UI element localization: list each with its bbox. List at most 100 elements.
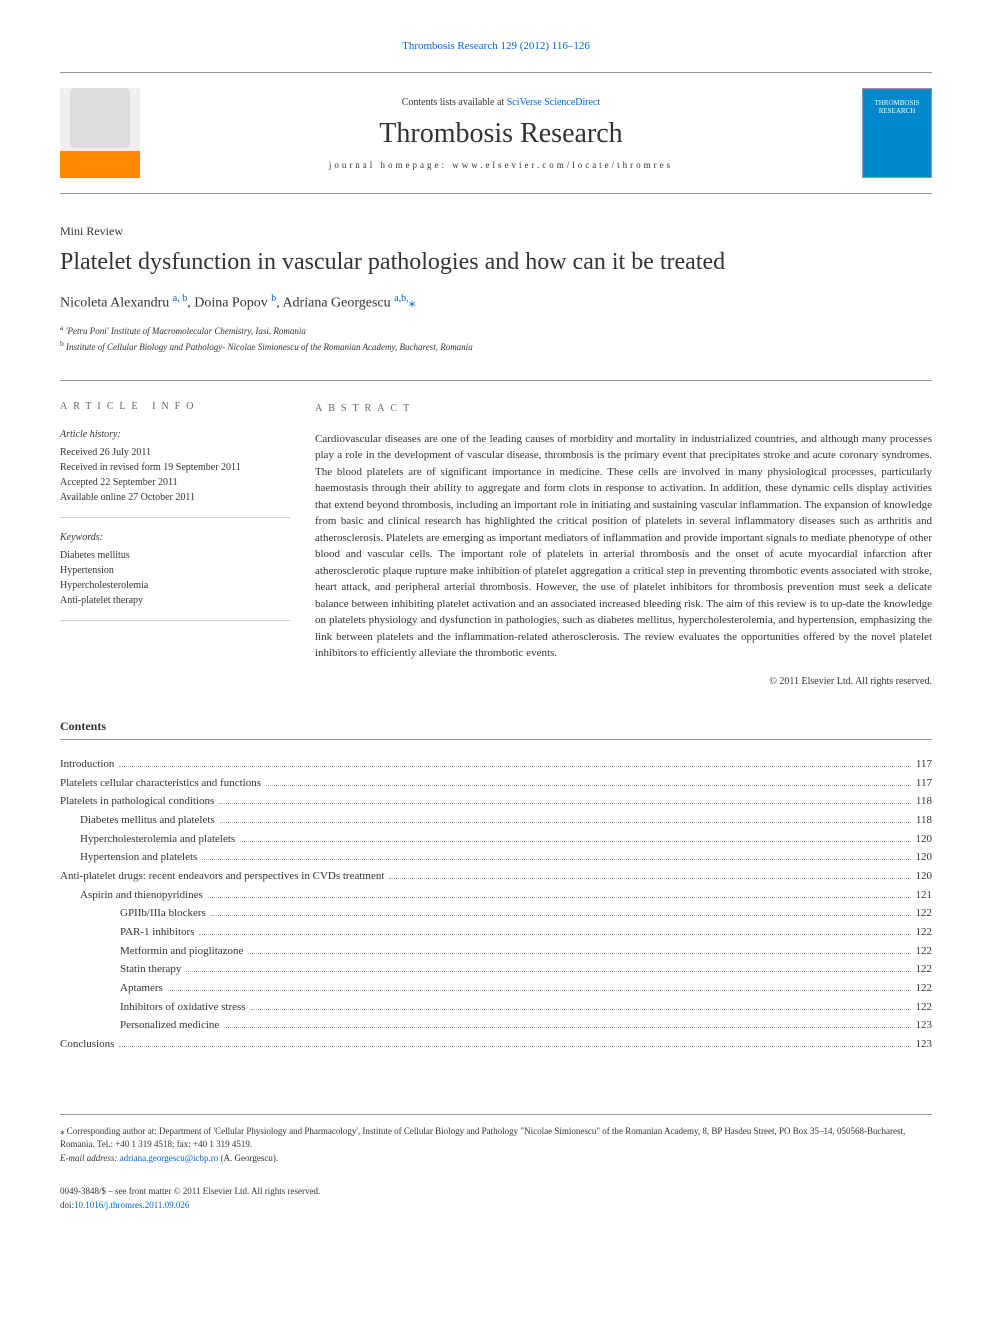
sciencedirect-link[interactable]: SciVerse ScienceDirect <box>507 97 601 108</box>
toc-entry[interactable]: Platelets in pathological conditions 118 <box>60 792 932 811</box>
toc-entry[interactable]: Inhibitors of oxidative stress 122 <box>60 998 932 1017</box>
article-info-heading: ARTICLE INFO <box>60 401 290 412</box>
toc-entry[interactable]: Anti-platelet drugs: recent endeavors an… <box>60 867 932 886</box>
toc-entry[interactable]: Conclusions 123 <box>60 1035 932 1054</box>
toc-page: 117 <box>916 755 932 774</box>
toc-dots <box>219 803 911 804</box>
toc-page: 118 <box>916 792 932 811</box>
toc-page: 123 <box>916 1035 933 1054</box>
toc-label: Personalized medicine <box>120 1016 219 1035</box>
author-3-affil: a,b, <box>394 293 408 304</box>
toc-dots <box>389 878 910 879</box>
toc-entry[interactable]: Diabetes mellitus and platelets 118 <box>60 811 932 830</box>
accepted-date: Accepted 22 September 2011 <box>60 475 290 490</box>
toc-label: Aptamers <box>120 979 163 998</box>
keywords-block: Keywords: Diabetes mellitus Hypertension… <box>60 530 290 621</box>
toc-label: Hypercholesterolemia and platelets <box>80 830 235 849</box>
author-2-affil: b <box>271 293 276 304</box>
toc-entry[interactable]: Aptamers122 <box>60 979 932 998</box>
article-history-block: Article history: Received 26 July 2011 R… <box>60 427 290 518</box>
abstract-text: Cardiovascular diseases are one of the l… <box>315 431 932 662</box>
email-suffix: (A. Georgescu). <box>218 1153 278 1163</box>
authors-line: Nicoleta Alexandru a, b, Doina Popov b, … <box>60 293 932 312</box>
abstract-heading: ABSTRACT <box>315 401 932 416</box>
doi-link[interactable]: 10.1016/j.thromres.2011.09.026 <box>74 1200 189 1210</box>
toc-dots <box>224 1027 910 1028</box>
toc-label: Conclusions <box>60 1035 114 1054</box>
toc-dots <box>168 990 911 991</box>
keyword-3: Hypercholesterolemia <box>60 578 290 593</box>
toc-page: 120 <box>916 867 933 886</box>
author-3: Adriana Georgescu <box>282 296 390 311</box>
toc-label: Diabetes mellitus and platelets <box>80 811 215 830</box>
revised-date: Received in revised form 19 September 20… <box>60 460 290 475</box>
toc-entry[interactable]: PAR-1 inhibitors 122 <box>60 923 932 942</box>
toc-page: 122 <box>916 960 933 979</box>
journal-name: Thrombosis Research <box>140 118 862 150</box>
toc-entry[interactable]: Hypercholesterolemia and platelets120 <box>60 830 932 849</box>
article-info-column: ARTICLE INFO Article history: Received 2… <box>60 401 315 689</box>
email-link[interactable]: adriana.georgescu@icbp.ro <box>120 1153 219 1163</box>
toc-page: 121 <box>916 886 933 905</box>
abstract-column: ABSTRACT Cardiovascular diseases are one… <box>315 401 932 689</box>
article-type: Mini Review <box>60 224 932 239</box>
author-2: Doina Popov <box>194 296 268 311</box>
page: Thrombosis Research 129 (2012) 116–126 E… <box>0 0 992 1252</box>
toc-label: Aspirin and thienopyridines <box>80 886 203 905</box>
toc-label: PAR-1 inhibitors <box>120 923 194 942</box>
elsevier-logo: ELSEVIER <box>60 88 140 178</box>
toc-page: 122 <box>916 904 933 923</box>
corresponding-author-note: ⁎ Corresponding author at: Department of… <box>60 1125 932 1152</box>
table-of-contents: Introduction 117 Platelets cellular charac… <box>60 755 932 1054</box>
contents-available-line: Contents lists available at SciVerse Sci… <box>140 97 862 108</box>
citation-link[interactable]: Thrombosis Research 129 (2012) 116–126 <box>60 40 932 52</box>
toc-label: Platelets in pathological conditions <box>60 792 214 811</box>
toc-label: Anti-platelet drugs: recent endeavors an… <box>60 867 384 886</box>
corresponding-star-icon[interactable]: ⁎ <box>409 296 416 311</box>
toc-entry[interactable]: Platelets cellular characteristics and f… <box>60 774 932 793</box>
toc-dots <box>251 1009 911 1010</box>
homepage-prefix: journal homepage: <box>329 160 452 170</box>
article-title: Platelet dysfunction in vascular patholo… <box>60 247 932 278</box>
toc-page: 122 <box>916 998 933 1017</box>
toc-label: Platelets cellular characteristics and f… <box>60 774 261 793</box>
toc-entry[interactable]: Hypertension and platelets 120 <box>60 848 932 867</box>
toc-page: 120 <box>916 848 933 867</box>
toc-dots <box>248 953 910 954</box>
toc-dots <box>266 785 911 786</box>
toc-dots <box>240 841 910 842</box>
toc-label: Hypertension and platelets <box>80 848 197 867</box>
toc-label: Metformin and pioglitazone <box>120 942 243 961</box>
abstract-copyright: © 2011 Elsevier Ltd. All rights reserved… <box>315 674 932 689</box>
contents-heading: Contents <box>60 719 932 740</box>
toc-dots <box>208 897 911 898</box>
homepage-url[interactable]: www.elsevier.com/locate/thromres <box>452 160 673 170</box>
toc-dots <box>186 971 910 972</box>
affiliation-a: 'Petru Poni' Institute of Macromolecular… <box>66 326 306 336</box>
toc-dots <box>202 859 910 860</box>
toc-entry[interactable]: Introduction 117 <box>60 755 932 774</box>
footer-meta: 0049-3848/$ – see front matter © 2011 El… <box>60 1185 932 1212</box>
toc-entry[interactable]: Personalized medicine123 <box>60 1016 932 1035</box>
toc-entry[interactable]: Metformin and pioglitazone122 <box>60 942 932 961</box>
toc-dots <box>220 822 911 823</box>
toc-dots <box>199 934 910 935</box>
elsevier-tree-icon <box>70 88 130 148</box>
toc-entry[interactable]: Statin therapy 122 <box>60 960 932 979</box>
elsevier-label: ELSEVIER <box>73 168 127 178</box>
journal-cover-thumbnail: THROMBOSIS RESEARCH <box>862 88 932 178</box>
keywords-label: Keywords: <box>60 530 290 545</box>
toc-entry[interactable]: GPIIb/IIIa blockers122 <box>60 904 932 923</box>
toc-label: Statin therapy <box>120 960 181 979</box>
toc-entry[interactable]: Aspirin and thienopyridines 121 <box>60 886 932 905</box>
homepage-line: journal homepage: www.elsevier.com/locat… <box>140 160 862 170</box>
info-abstract-row: ARTICLE INFO Article history: Received 2… <box>60 380 932 689</box>
keyword-2: Hypertension <box>60 563 290 578</box>
toc-page: 117 <box>916 774 932 793</box>
toc-label: Introduction <box>60 755 114 774</box>
toc-page: 122 <box>916 923 933 942</box>
author-1-affil: a, b <box>173 293 187 304</box>
toc-label: Inhibitors of oxidative stress <box>120 998 246 1017</box>
toc-page: 118 <box>916 811 932 830</box>
online-date: Available online 27 October 2011 <box>60 490 290 505</box>
